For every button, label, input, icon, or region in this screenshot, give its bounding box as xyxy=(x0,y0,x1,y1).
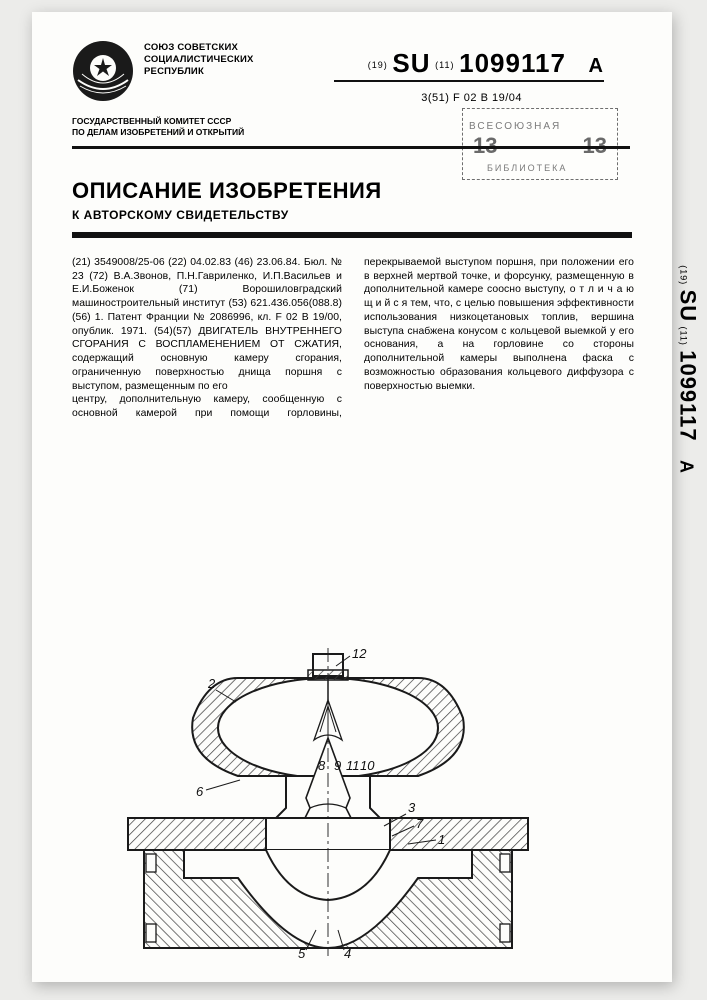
title-block: ОПИСАНИЕ ИЗОБРЕТЕНИЯ К АВТОРСКОМУ СВИДЕТ… xyxy=(72,178,640,222)
ussr-emblem-icon xyxy=(72,40,134,102)
library-stamp: ВСЕСОЮЗНАЯ 13 13 БИБЛИОТЕКА xyxy=(462,108,618,180)
fig-label: 9 xyxy=(334,758,341,773)
fig-label: 8 xyxy=(318,758,326,773)
stamp-top: ВСЕСОЮЗНАЯ xyxy=(469,121,561,132)
header: СОЮЗ СОВЕТСКИХ СОЦИАЛИСТИЧЕСКИХ РЕСПУБЛИ… xyxy=(72,38,640,170)
abstract-body: (21) 3549008/25-06 (22) 04.02.83 (46) 23… xyxy=(72,256,634,421)
rule-thick xyxy=(72,232,632,238)
fig-label: 10 xyxy=(360,758,375,773)
field-11: (11) xyxy=(435,60,454,70)
fig-label: 7 xyxy=(416,816,424,831)
field-11: (11) xyxy=(679,327,689,346)
fig-label: 1 xyxy=(438,832,445,847)
country-code: SU xyxy=(392,48,430,78)
fig-label: 2 xyxy=(207,676,216,691)
committee-line: ГОСУДАРСТВЕННЫЙ КОМИТЕТ СССР xyxy=(72,116,244,127)
page: СОЮЗ СОВЕТСКИХ СОЦИАЛИСТИЧЕСКИХ РЕСПУБЛИ… xyxy=(32,12,672,982)
kind-code: A xyxy=(677,460,697,474)
org-line: РЕСПУБЛИК xyxy=(144,66,254,78)
abstract-col-left: (21) 3549008/25-06 (22) 04.02.83 (46) 23… xyxy=(72,256,342,393)
fig-label: 4 xyxy=(344,946,351,958)
org-line: СОЦИАЛИСТИЧЕСКИХ xyxy=(144,54,254,66)
doc-subtitle: К АВТОРСКОМУ СВИДЕТЕЛЬСТВУ xyxy=(72,208,640,222)
field-19: (19) xyxy=(679,265,689,285)
org-line: СОЮЗ СОВЕТСКИХ xyxy=(144,42,254,54)
fig-label: 11 xyxy=(346,758,360,773)
committee: ГОСУДАРСТВЕННЫЙ КОМИТЕТ СССР ПО ДЕЛАМ ИЗ… xyxy=(72,116,244,137)
doc-number: 1099117 xyxy=(459,48,566,78)
ipc-classification: 3(51) F 02 B 19/04 xyxy=(421,92,522,104)
rule xyxy=(334,80,604,82)
side-publication-code: (19) SU (11) 1099117 A xyxy=(675,265,701,474)
publication-number: (19) SU (11) 1099117 A xyxy=(368,48,604,79)
kind-code: A xyxy=(589,55,604,77)
committee-line: ПО ДЕЛАМ ИЗОБРЕТЕНИЙ И ОТКРЫТИЙ xyxy=(72,127,244,138)
fig-label: 5 xyxy=(298,946,306,958)
fig-label: 12 xyxy=(352,648,367,661)
doc-title: ОПИСАНИЕ ИЗОБРЕТЕНИЯ xyxy=(72,178,640,204)
doc-number: 1099117 xyxy=(676,350,701,441)
rule xyxy=(72,146,630,149)
field-19: (19) xyxy=(368,60,388,70)
fig-label: 6 xyxy=(196,784,204,799)
technical-drawing: 2 6 12 8 9 11 10 3 7 1 5 4 xyxy=(88,648,568,958)
org-name: СОЮЗ СОВЕТСКИХ СОЦИАЛИСТИЧЕСКИХ РЕСПУБЛИ… xyxy=(144,42,254,78)
stamp-bottom: БИБЛИОТЕКА xyxy=(487,163,567,173)
country-code: SU xyxy=(676,290,701,323)
fig-label: 3 xyxy=(408,800,416,815)
